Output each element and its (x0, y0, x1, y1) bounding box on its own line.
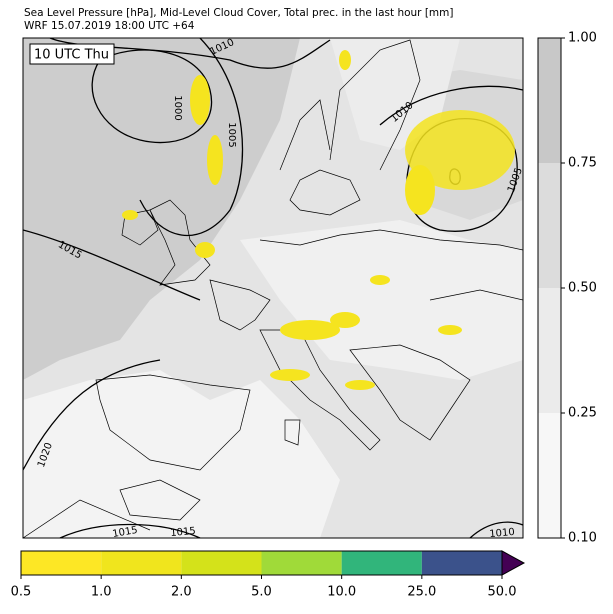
subtitle: WRF 15.07.2019 18:00 UTC +64 (24, 20, 195, 32)
contour-label: 1015 (170, 526, 196, 539)
cloud-colorbar-label: 0.25 (568, 406, 597, 421)
cloud-colorbar-segment (538, 38, 561, 163)
precip-colorbar-label: 2.0 (171, 585, 192, 600)
cloud-colorbar-label: 0.10 (568, 531, 597, 546)
cloud-colorbar-label: 1.00 (568, 31, 597, 46)
precip-colorbar-label: 0.5 (11, 585, 32, 600)
cloud-colorbar-label: 0.50 (568, 281, 597, 296)
precip-colorbar-segment (181, 551, 262, 575)
precip-colorbar-extend (501, 550, 526, 576)
precip-colorbar-segment (261, 551, 342, 575)
precip-colorbar-label: 50.0 (488, 585, 517, 600)
cloud-colorbar-segment (538, 288, 561, 413)
precip-colorbar-segment (421, 551, 502, 575)
title: Sea Level Pressure [hPa], Mid-Level Clou… (24, 7, 454, 19)
map (23, 38, 523, 538)
map-frame (22, 37, 524, 539)
contour-label: 1000 (172, 95, 183, 120)
precip-colorbar-segment (101, 551, 182, 575)
cloud-colorbar-label: 0.75 (568, 156, 597, 171)
precip-colorbar-label: 25.0 (407, 585, 436, 600)
precip-colorbar-segment (341, 551, 422, 575)
contour-label: 1010 (489, 527, 515, 540)
time-box (29, 43, 115, 65)
time-label: 10 UTC Thu (34, 48, 109, 63)
precip-colorbar-label: 10.0 (327, 585, 356, 600)
cloud-colorbar-segment (538, 413, 561, 538)
cloud-colorbar-segment (538, 163, 561, 288)
precip-colorbar-label: 1.0 (91, 585, 112, 600)
precip-colorbar-segment (21, 551, 102, 575)
contour-label: 1005 (226, 122, 237, 147)
precip-colorbar-label: 5.0 (251, 585, 272, 600)
contour-label: 1015 (112, 525, 139, 540)
